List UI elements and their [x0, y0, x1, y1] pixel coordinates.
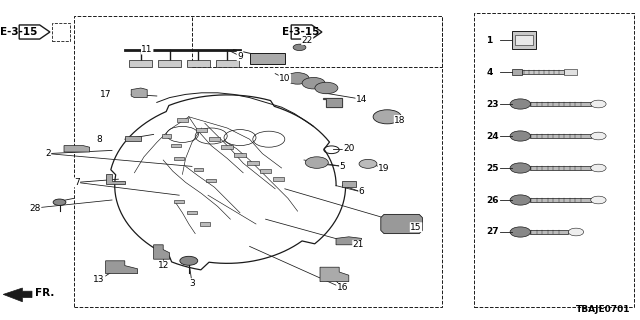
Bar [515, 35, 533, 45]
Text: 15: 15 [410, 223, 422, 232]
Text: 4: 4 [486, 68, 493, 76]
Text: 5: 5 [340, 162, 345, 171]
Bar [206, 179, 216, 182]
Bar [530, 166, 591, 170]
Bar [522, 70, 564, 74]
Bar [125, 136, 141, 141]
Bar [158, 60, 181, 67]
Circle shape [591, 132, 606, 140]
Bar [342, 181, 356, 187]
Text: 27: 27 [486, 228, 499, 236]
Bar [174, 200, 184, 203]
Text: TBAJE0701: TBAJE0701 [576, 305, 630, 314]
Bar [247, 161, 259, 165]
Text: 24: 24 [486, 132, 499, 140]
Bar [200, 222, 210, 226]
Text: 3: 3 [189, 279, 195, 288]
Polygon shape [19, 25, 50, 39]
Text: E-3-15: E-3-15 [282, 27, 319, 37]
Text: 14: 14 [356, 95, 367, 104]
Bar [474, 13, 634, 307]
Text: 18: 18 [394, 116, 406, 124]
Circle shape [510, 163, 531, 173]
Text: E-3-15: E-3-15 [0, 27, 37, 37]
Text: 19: 19 [378, 164, 390, 172]
Circle shape [510, 227, 531, 237]
Bar [187, 211, 197, 214]
Text: 9: 9 [237, 52, 243, 60]
Polygon shape [154, 245, 170, 259]
Circle shape [359, 159, 377, 168]
Text: 10: 10 [279, 74, 291, 83]
Text: 16: 16 [337, 284, 348, 292]
Polygon shape [3, 288, 32, 302]
Text: 28: 28 [29, 204, 41, 212]
Text: 20: 20 [343, 144, 355, 153]
Circle shape [510, 99, 531, 109]
Bar [177, 118, 188, 122]
Text: FR.: FR. [35, 288, 54, 299]
Text: 12: 12 [157, 261, 169, 270]
Text: 1: 1 [486, 36, 493, 44]
Bar [52, 23, 70, 41]
Circle shape [510, 131, 531, 141]
Bar [216, 60, 239, 67]
Bar [530, 198, 591, 202]
Circle shape [315, 82, 338, 94]
Bar [221, 145, 233, 149]
Bar [74, 16, 442, 307]
Polygon shape [106, 261, 138, 274]
Bar [172, 144, 181, 147]
Circle shape [293, 44, 306, 51]
Polygon shape [336, 237, 362, 245]
Bar [260, 169, 271, 173]
Bar [530, 102, 591, 106]
Text: 11: 11 [141, 45, 153, 54]
Bar [187, 60, 210, 67]
Bar [250, 53, 285, 64]
Bar [196, 128, 207, 132]
Text: 22: 22 [301, 36, 313, 44]
Circle shape [591, 164, 606, 172]
Bar [512, 31, 536, 49]
Text: 6: 6 [359, 188, 364, 196]
Polygon shape [64, 146, 90, 152]
Text: 26: 26 [486, 196, 499, 204]
Text: 8: 8 [97, 135, 102, 144]
Polygon shape [323, 98, 342, 107]
Text: 2: 2 [45, 149, 51, 158]
Polygon shape [320, 267, 349, 282]
Circle shape [591, 196, 606, 204]
Circle shape [568, 228, 584, 236]
Polygon shape [106, 174, 125, 184]
Polygon shape [381, 214, 422, 234]
Text: 13: 13 [93, 276, 105, 284]
Text: 17: 17 [100, 90, 111, 99]
Bar [174, 157, 184, 160]
Bar [530, 134, 591, 138]
Bar [129, 60, 152, 67]
Circle shape [591, 100, 606, 108]
Text: 7: 7 [74, 178, 79, 187]
Bar [161, 134, 172, 138]
Bar [193, 168, 204, 171]
Bar [512, 69, 522, 75]
Bar [209, 137, 220, 141]
Circle shape [510, 195, 531, 205]
Polygon shape [131, 88, 147, 98]
Circle shape [305, 157, 328, 168]
Circle shape [286, 73, 309, 84]
Circle shape [180, 256, 198, 265]
Text: 23: 23 [486, 100, 499, 108]
Circle shape [53, 199, 66, 205]
Circle shape [302, 77, 325, 89]
Text: 21: 21 [353, 240, 364, 249]
Bar [273, 177, 284, 181]
Bar [234, 153, 246, 157]
Circle shape [373, 110, 401, 124]
Bar [564, 69, 577, 75]
Bar [530, 230, 568, 234]
Text: 25: 25 [486, 164, 499, 172]
Polygon shape [291, 25, 322, 39]
